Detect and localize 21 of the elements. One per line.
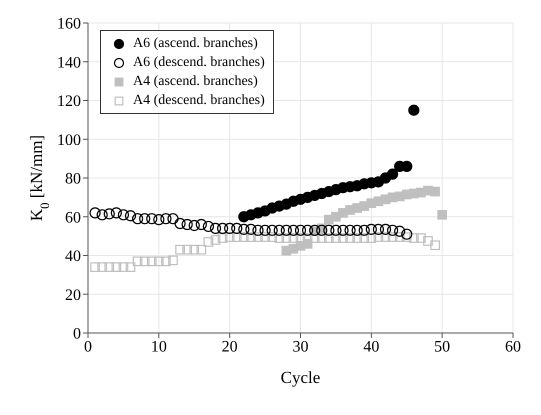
legend-label: A6 (descend. branches) — [133, 54, 265, 72]
x-axis-title: Cycle — [280, 368, 320, 387]
legend-label: A6 (ascend. branches) — [133, 35, 258, 53]
y-tick-label: 120 — [57, 93, 81, 110]
x-tick-label: 30 — [292, 338, 308, 356]
y-tick-label: 80 — [65, 170, 81, 188]
x-tick-label: 50 — [434, 338, 450, 356]
x-tick-label: 10 — [150, 338, 167, 356]
y-tick-label: 0 — [73, 326, 81, 343]
y-tick-label: 100 — [57, 132, 81, 149]
y-tick-label: 20 — [65, 286, 81, 304]
y-tick-label: 140 — [57, 54, 81, 72]
x-tick-label: 40 — [363, 338, 380, 356]
y-tick-label: 60 — [65, 209, 81, 226]
x-tick-label: 0 — [84, 338, 92, 356]
legend-label: A4 (ascend. branches) — [133, 73, 258, 91]
y-tick-label: 160 — [57, 16, 81, 33]
x-tick-label: 20 — [222, 338, 238, 356]
legend-label: A4 (descend. branches) — [133, 92, 265, 110]
y-tick-label: 40 — [65, 248, 81, 266]
x-tick-label: 60 — [505, 338, 521, 356]
